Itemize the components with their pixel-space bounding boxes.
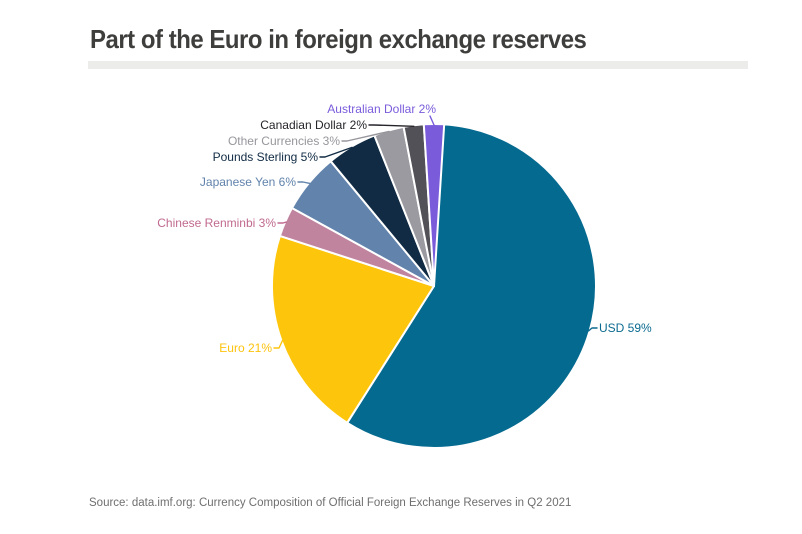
slice-label-australian-dollar: Australian Dollar 2% <box>327 102 436 116</box>
leader-line-australian-dollar <box>429 115 435 126</box>
slice-label-canadian-dollar: Canadian Dollar 2% <box>260 118 367 132</box>
leader-line-japanese-yen <box>297 181 311 185</box>
slice-label-chinese-renminbi: Chinese Renminbi 3% <box>157 216 276 230</box>
slice-label-japanese-yen: Japanese Yen 6% <box>199 175 296 189</box>
leader-line-usd <box>587 327 598 332</box>
leader-line-canadian-dollar <box>368 124 415 127</box>
title-divider-bar <box>88 61 748 69</box>
pie-slice-usd <box>346 123 597 449</box>
slice-label-pounds-sterling: Pounds Sterling 5% <box>212 150 318 164</box>
source-attribution: Source: data.imf.org: Currency Compositi… <box>89 497 572 509</box>
leader-line-other-currencies <box>341 130 390 142</box>
slice-label-other-currencies: Other Currencies 3% <box>227 134 340 148</box>
leader-line-chinese-renminbi <box>277 221 287 224</box>
slice-label-euro: Euro 21% <box>219 341 272 355</box>
leader-line-euro <box>273 339 284 349</box>
leader-line-pounds-sterling <box>319 146 353 158</box>
slice-label-usd: USD 59% <box>599 321 652 335</box>
chart-title: Part of the Euro in foreign exchange res… <box>90 24 587 54</box>
